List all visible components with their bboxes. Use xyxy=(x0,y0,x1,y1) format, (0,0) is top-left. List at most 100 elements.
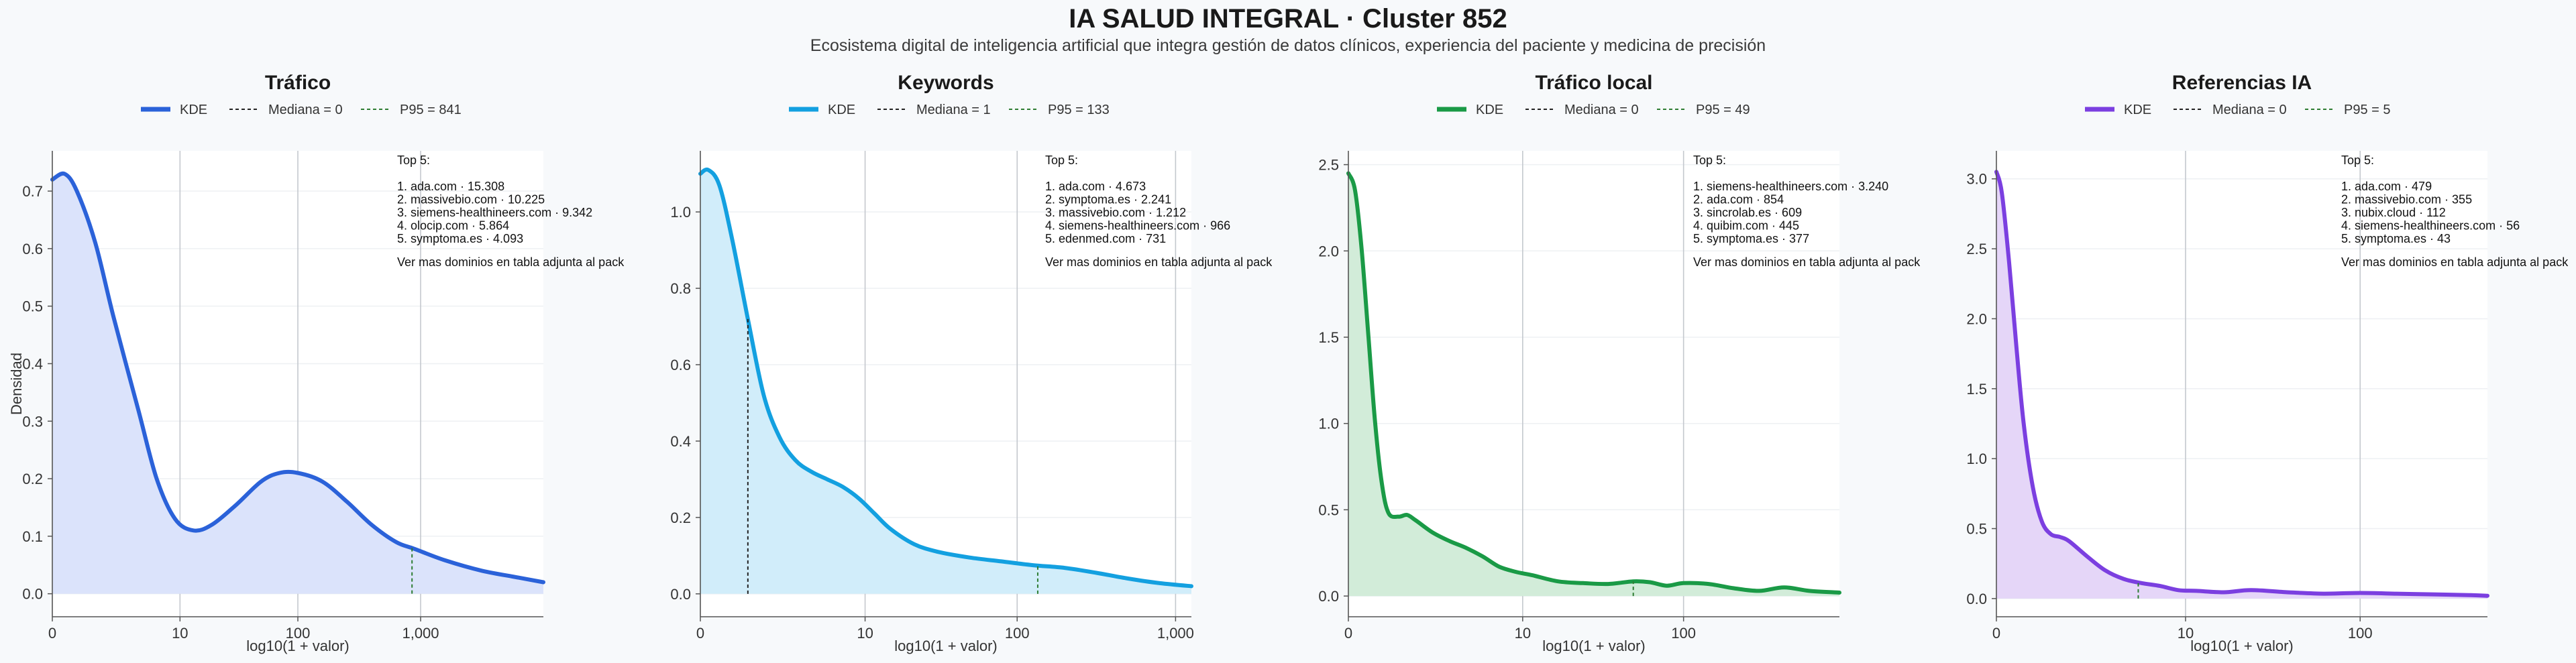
annotation-footer: Ver mas dominios en tabla adjunta al pac… xyxy=(397,255,625,269)
x-axis-label: log10(1 + valor) xyxy=(246,638,349,654)
x-tick-label: 10 xyxy=(172,625,188,642)
y-axis-label: Densidad xyxy=(8,353,25,415)
x-tick-label: 10 xyxy=(2178,625,2194,642)
annotation-item: 2. massivebio.com · 355 xyxy=(2341,193,2472,206)
y-tick-label: 3.0 xyxy=(1966,171,1987,188)
annotation-item: 5. symptoma.es · 43 xyxy=(2341,232,2451,245)
annotation-item: 4. quibim.com · 445 xyxy=(1693,219,1799,233)
y-tick-label: 0.4 xyxy=(670,433,691,450)
y-tick-label: 1.0 xyxy=(670,204,691,221)
legend-p95-label: P95 = 49 xyxy=(1696,103,1750,117)
annotation-item: 3. nubix.cloud · 112 xyxy=(2341,206,2446,219)
legend-p95-label: P95 = 5 xyxy=(2344,103,2391,117)
kde-line xyxy=(50,171,545,585)
panel-title: Keywords xyxy=(898,72,994,94)
legend-kde-label: KDE xyxy=(2124,103,2151,117)
annotation-item: 3. sincrolab.es · 609 xyxy=(1693,206,1802,219)
kde-area xyxy=(700,169,1191,594)
annotation-item: 2. symptoma.es · 2.241 xyxy=(1045,193,1171,206)
x-tick-label: 0 xyxy=(48,625,56,642)
kde-line xyxy=(1346,171,1841,595)
legend-median-label: Mediana = 0 xyxy=(1564,103,1639,117)
annotation-heading: Top 5: xyxy=(2341,154,2374,167)
annotation-item: 3. massivebio.com · 1.212 xyxy=(1045,206,1186,219)
kde-line xyxy=(698,167,1193,589)
y-tick-label: 2.5 xyxy=(1318,157,1339,174)
annotation-footer: Ver mas dominios en tabla adjunta al pac… xyxy=(1693,255,1921,269)
annotation-heading: Top 5: xyxy=(1045,154,1078,167)
x-axis-label: log10(1 + valor) xyxy=(894,638,997,654)
y-tick-label: 2.5 xyxy=(1966,241,1987,257)
panel-title: Tráfico local xyxy=(1535,72,1652,94)
annotation-footer: Ver mas dominios en tabla adjunta al pac… xyxy=(1045,255,1273,269)
annotation-item: 4. siemens-healthineers.com · 56 xyxy=(2341,219,2520,233)
annotation-footer: Ver mas dominios en tabla adjunta al pac… xyxy=(2341,255,2569,269)
y-tick-label: 1.5 xyxy=(1966,381,1987,398)
annotation-item: 5. edenmed.com · 731 xyxy=(1045,232,1166,245)
y-tick-label: 1.0 xyxy=(1318,416,1339,432)
annotation-item: 3. siemens-healthineers.com · 9.342 xyxy=(397,206,592,219)
annotation-item: 2. ada.com · 854 xyxy=(1693,193,1784,206)
legend-median-label: Mediana = 1 xyxy=(916,103,991,117)
y-tick-label: 0.4 xyxy=(22,355,43,372)
annotation-item: 1. ada.com · 4.673 xyxy=(1045,180,1146,193)
x-tick-label: 100 xyxy=(1005,625,1030,642)
annotation-item: 1. ada.com · 479 xyxy=(2341,180,2432,193)
y-tick-label: 0.3 xyxy=(22,413,43,430)
y-tick-label: 0.0 xyxy=(1966,591,1987,607)
legend-p95-label: P95 = 133 xyxy=(1048,103,1110,117)
x-tick-label: 10 xyxy=(1515,625,1531,642)
y-tick-label: 0.2 xyxy=(670,509,691,526)
y-tick-label: 2.0 xyxy=(1318,243,1339,259)
y-tick-label: 0.5 xyxy=(1966,521,1987,538)
x-tick-label: 0 xyxy=(696,625,704,642)
legend-median-label: Mediana = 0 xyxy=(2212,103,2287,117)
panel-title: Tráfico xyxy=(265,72,331,94)
figure-subtitle: Ecosistema digital de inteligencia artif… xyxy=(810,36,1766,55)
y-tick-label: 1.5 xyxy=(1318,329,1339,346)
annotation-item: 4. siemens-healthineers.com · 966 xyxy=(1045,219,1230,233)
plot-area xyxy=(1996,151,2487,617)
y-tick-label: 2.0 xyxy=(1966,310,1987,327)
annotation-item: 4. olocip.com · 5.864 xyxy=(397,219,509,233)
legend-p95-label: P95 = 841 xyxy=(400,103,462,117)
y-tick-label: 0.5 xyxy=(1318,501,1339,518)
annotation-heading: Top 5: xyxy=(1693,154,1726,167)
y-tick-label: 0.1 xyxy=(22,528,43,545)
x-axis-label: log10(1 + valor) xyxy=(1542,638,1645,654)
legend-kde-label: KDE xyxy=(180,103,207,117)
y-tick-label: 0.6 xyxy=(22,241,43,257)
y-tick-label: 0.0 xyxy=(22,586,43,603)
kde-area xyxy=(1996,172,2487,599)
legend-kde-label: KDE xyxy=(828,103,855,117)
x-tick-label: 1,000 xyxy=(1157,625,1194,642)
panel-title: Referencias IA xyxy=(2172,72,2312,94)
x-tick-label: 100 xyxy=(1671,625,1696,642)
annotation-item: 5. symptoma.es · 4.093 xyxy=(397,232,523,245)
annotation-item: 2. massivebio.com · 10.225 xyxy=(397,193,545,206)
kde-area xyxy=(52,173,543,594)
y-tick-label: 0.8 xyxy=(670,280,691,297)
x-tick-label: 1,000 xyxy=(402,625,439,642)
annotation-item: 5. symptoma.es · 377 xyxy=(1693,232,1809,245)
annotation-item: 1. siemens-healthineers.com · 3.240 xyxy=(1693,180,1888,193)
legend-median-label: Mediana = 0 xyxy=(268,103,343,117)
figure-title: IA SALUD INTEGRAL · Cluster 852 xyxy=(1069,4,1507,34)
x-tick-label: 10 xyxy=(857,625,873,642)
x-tick-label: 100 xyxy=(286,625,311,642)
y-tick-label: 0.0 xyxy=(1318,588,1339,605)
x-tick-label: 0 xyxy=(1992,625,2000,642)
y-tick-label: 0.5 xyxy=(22,298,43,315)
kde-area xyxy=(1348,173,1839,597)
x-tick-label: 100 xyxy=(2348,625,2373,642)
y-tick-label: 0.6 xyxy=(670,357,691,373)
y-tick-label: 0.2 xyxy=(22,471,43,487)
annotation-item: 1. ada.com · 15.308 xyxy=(397,180,504,193)
x-axis-label: log10(1 + valor) xyxy=(2190,638,2293,654)
annotation-heading: Top 5: xyxy=(397,154,430,167)
y-tick-label: 1.0 xyxy=(1966,450,1987,467)
kde-line xyxy=(1994,170,2489,598)
y-tick-label: 0.7 xyxy=(22,183,43,200)
